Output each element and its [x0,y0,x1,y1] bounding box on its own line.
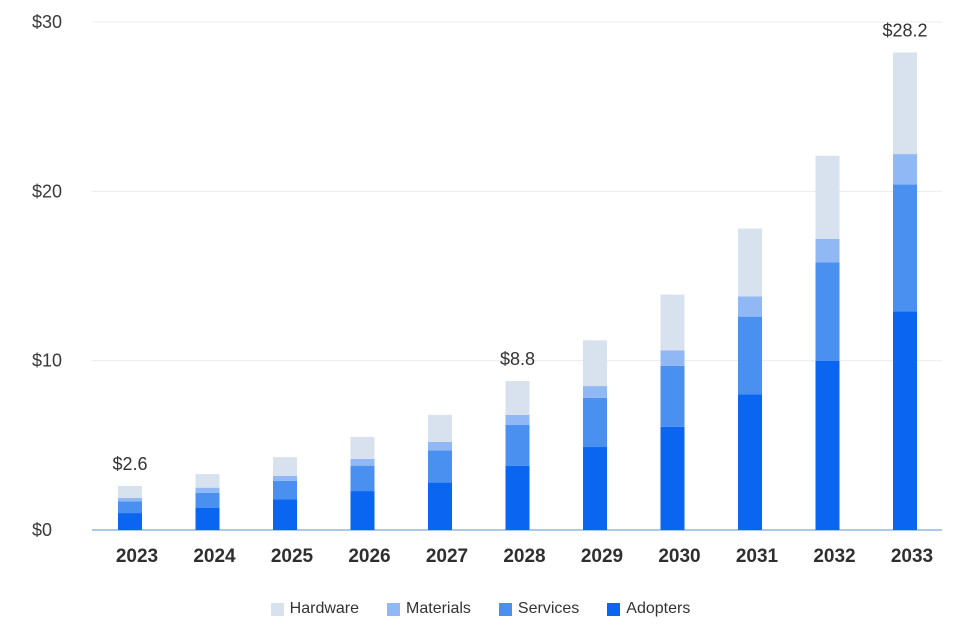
bar-segment-adopters [505,465,530,530]
legend: Hardware Materials Services Adopters [0,600,961,618]
legend-label: Services [517,600,580,617]
bar-segment-services [195,492,220,508]
bar-stack-2025 [273,457,297,530]
bar-segment-materials [195,487,220,493]
legend-label: Materials [406,600,471,617]
y-tick-label: $20 [32,181,62,201]
bar-segment-materials [350,458,375,466]
x-tick-label: 2023 [116,546,158,567]
bar-segment-adopters [195,507,220,530]
bar-segment-services [583,397,607,448]
bar-segment-materials [273,475,297,481]
bar-segment-adopters [118,513,142,530]
bar-segment-materials [815,238,840,263]
bar-segment-services [738,316,762,395]
bars [118,52,917,530]
legend-item-adopters: Adopters [607,600,690,618]
bar-segment-materials [738,296,762,317]
legend-item-services: Services [498,600,580,618]
bar-stack-2024 [195,474,220,530]
bar-stack-2028 [505,380,530,530]
y-tick-label: $0 [32,520,52,540]
stacked-bar-chart: $0 $10 $20 $30 2023 2024 2025 2026 2027 2028 2029… [32,12,942,567]
bar-segment-materials [428,441,452,451]
y-tick-label: $30 [32,12,62,32]
legend-swatch [270,602,284,616]
x-tick-label: 2025 [271,546,314,567]
bar-segment-adopters [738,394,762,530]
data-labels: $2.6 $8.8 $28.2 [112,20,927,473]
bar-segment-adopters [815,360,840,530]
bar-segment-materials [118,497,142,502]
x-tick-label: 2027 [426,546,468,567]
legend-swatch [607,602,621,616]
y-tick-label: $10 [32,351,62,371]
x-axis: 2023 2024 2025 2026 2027 2028 2029 2030 2031 2032… [116,546,933,567]
bar-segment-adopters [583,447,607,530]
bar-stack-2031 [738,228,762,530]
data-label: $2.6 [112,454,147,474]
bar-segment-hardware [350,436,375,459]
bar-stack-2032 [815,155,840,530]
legend-label: Adopters [626,600,691,617]
x-tick-label: 2033 [891,546,933,567]
bar-stack-2029 [583,340,607,530]
x-tick-label: 2031 [736,546,779,567]
x-tick-label: 2026 [348,546,390,567]
legend-swatch [387,602,401,616]
bar-segment-adopters [273,499,297,530]
bar-segment-services [273,480,297,500]
bar-stack-2023 [118,485,142,530]
bar-segment-materials [583,386,607,398]
bar-segment-hardware [195,474,220,488]
x-tick-label: 2028 [503,546,545,567]
bar-stack-2026 [350,436,375,530]
bar-segment-services [815,262,840,361]
bar-segment-services [350,465,375,492]
legend-item-hardware: Hardware [270,600,360,618]
bar-segment-services [428,450,452,483]
legend-item-materials: Materials [387,600,471,618]
bar-segment-services [505,425,530,466]
bar-segment-services [893,184,917,312]
bar-segment-materials [660,350,685,366]
bar-segment-adopters [428,482,452,530]
data-label: $28.2 [882,20,927,40]
bar-stack-2033 [893,52,917,530]
x-tick-label: 2032 [813,546,855,567]
legend-swatch [498,602,512,616]
bar-segment-materials [505,414,530,426]
bar-segment-services [118,501,142,514]
x-tick-label: 2024 [193,546,236,567]
bar-segment-hardware [428,414,452,442]
y-axis: $0 $10 $20 $30 [32,12,62,540]
bar-segment-hardware [893,52,917,155]
bar-segment-materials [893,154,917,185]
bar-segment-adopters [893,311,917,530]
bar-segment-hardware [583,340,607,387]
bar-segment-hardware [660,294,685,351]
bar-stack-2030 [660,294,685,530]
data-label: $8.8 [500,349,535,369]
legend-label: Hardware [289,600,360,617]
bar-stack-2027 [428,414,452,530]
bar-segment-hardware [273,457,297,476]
bar-segment-services [660,365,685,427]
bar-segment-hardware [738,228,762,297]
x-tick-label: 2029 [581,546,623,567]
bar-segment-hardware [505,380,530,415]
bar-segment-adopters [350,491,375,530]
bar-segment-hardware [815,155,840,239]
bar-segment-adopters [660,426,685,530]
x-tick-label: 2030 [658,546,700,567]
bar-segment-hardware [118,485,142,498]
